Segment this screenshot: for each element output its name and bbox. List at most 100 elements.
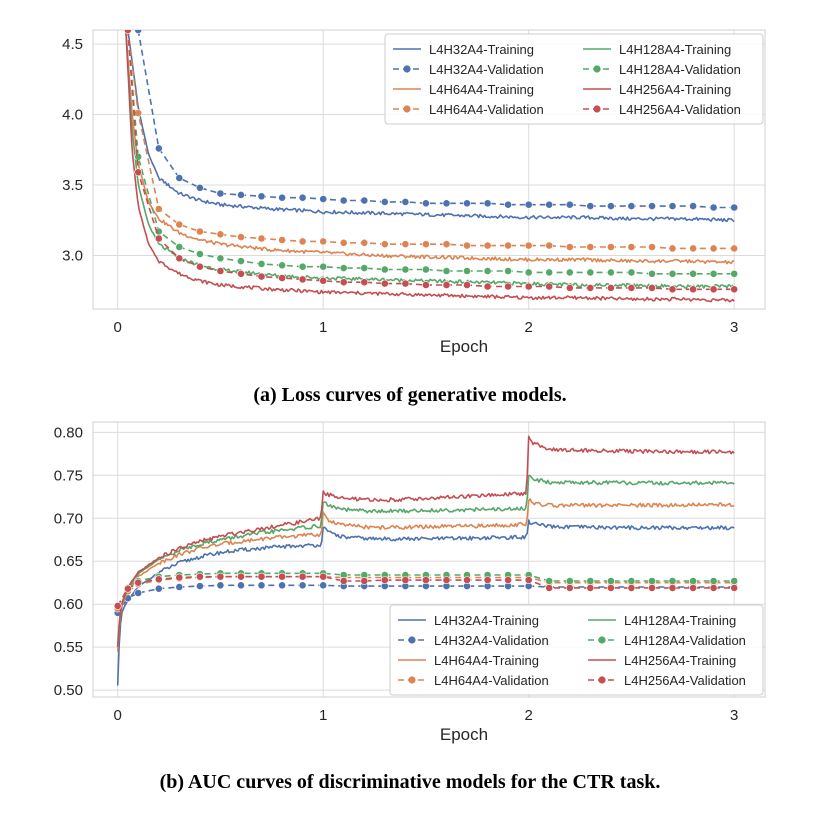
auc-x-tick-label: 3 xyxy=(730,707,738,724)
series-l4h128a4-validation-point xyxy=(442,267,451,275)
legend-l4h128a4-validation-marker xyxy=(593,65,601,73)
series-l4h256a4-validation-point xyxy=(134,578,143,587)
series-l4h64a4-validation-point xyxy=(195,227,204,236)
series-l4h32a4-validation-point xyxy=(319,581,328,590)
series-l4h64a4-validation-point xyxy=(257,234,266,243)
series-l4h64a4-validation-point xyxy=(709,244,718,253)
series-l4h256a4-validation-point xyxy=(524,576,533,584)
auc-series-group xyxy=(113,435,739,686)
series-l4h32a4-validation-point xyxy=(257,581,266,590)
series-l4h256a4-validation-point xyxy=(463,281,471,289)
series-l4h256a4-validation-point xyxy=(463,576,471,584)
series-l4h128a4-validation-point xyxy=(319,262,328,271)
series-l4h256a4-validation-point xyxy=(442,281,451,289)
series-l4h64a4-validation-point xyxy=(545,241,554,250)
loss-y-tick-label: 4.0 xyxy=(62,107,83,124)
series-l4h32a4-validation-point xyxy=(360,196,369,205)
series-l4h256a4-validation-point xyxy=(565,283,574,292)
series-l4h32a4-validation-point xyxy=(195,183,204,192)
legend-l4h256a4-training-label: L4H256A4-Training xyxy=(619,82,731,97)
series-l4h64a4-validation-point xyxy=(134,109,143,117)
series-l4h128a4-validation-point xyxy=(648,269,656,278)
series-l4h128a4-validation-point xyxy=(586,268,595,277)
series-l4h256a4-validation-point xyxy=(483,576,492,584)
series-l4h64a4-validation-point xyxy=(648,243,656,251)
legend-l4h32a4-training-label: L4H32A4-Training xyxy=(429,42,534,57)
auc-y-tick-label: 0.50 xyxy=(54,682,83,699)
series-l4h256a4-validation-point xyxy=(627,283,636,292)
series-l4h128a4-validation-point xyxy=(689,269,697,278)
series-l4h32a4-validation-point xyxy=(216,189,225,198)
series-l4h256a4-validation-point xyxy=(339,577,348,585)
series-l4h32a4-validation-point xyxy=(709,203,718,212)
loss-x-tick-label: 3 xyxy=(730,319,738,336)
series-l4h128a4-validation-point xyxy=(401,265,410,274)
loss-series-group xyxy=(124,30,739,303)
series-l4h32a4-validation-point xyxy=(380,197,389,206)
legend-l4h32a4-training-label: L4H32A4-Training xyxy=(434,613,539,628)
series-l4h128a4-validation-point xyxy=(565,268,574,277)
series-l4h256a4-training-line xyxy=(125,30,735,303)
series-l4h32a4-validation-point xyxy=(545,200,554,209)
series-l4h256a4-validation-point xyxy=(401,576,410,584)
series-l4h64a4-validation-point xyxy=(237,233,245,241)
series-l4h256a4-validation-point xyxy=(648,584,656,592)
series-l4h128a4-training-line xyxy=(116,474,735,648)
loss-x-tick-label: 1 xyxy=(319,319,327,336)
auc-y-tick-label: 0.55 xyxy=(54,639,83,656)
series-l4h256a4-training-line xyxy=(116,435,735,647)
series-l4h64a4-validation-point xyxy=(401,240,410,249)
series-l4h32a4-validation-point xyxy=(319,195,328,203)
series-l4h256a4-validation-point xyxy=(442,576,451,584)
legend-l4h256a4-validation-label: L4H256A4-Validation xyxy=(619,102,741,117)
series-l4h256a4-validation-point xyxy=(237,572,245,581)
series-l4h32a4-validation-point xyxy=(278,193,286,202)
series-l4h256a4-validation-point xyxy=(360,577,369,585)
legend-l4h256a4-validation-marker xyxy=(593,105,601,113)
series-l4h32a4-validation-point xyxy=(237,190,245,199)
series-l4h128a4-validation-point xyxy=(668,577,677,585)
series-l4h32a4-validation-point xyxy=(483,199,492,208)
series-l4h256a4-validation-point xyxy=(216,267,225,275)
series-l4h128a4-validation-point xyxy=(421,265,430,274)
legend-l4h128a4-validation-label: L4H128A4-Validation xyxy=(619,62,741,77)
series-l4h256a4-validation-point xyxy=(401,279,410,288)
series-l4h128a4-validation-point xyxy=(730,269,739,278)
series-l4h64a4-validation-point xyxy=(380,240,389,249)
legend-l4h256a4-training-label: L4H256A4-Training xyxy=(624,653,736,668)
series-l4h256a4-validation-point xyxy=(380,576,389,584)
series-l4h256a4-validation-point xyxy=(689,285,697,294)
auc-legend-box xyxy=(389,604,764,696)
series-l4h32a4-validation-point xyxy=(648,202,656,210)
series-l4h128a4-validation-point xyxy=(586,577,595,585)
series-l4h64a4-validation-point xyxy=(504,241,512,250)
auc-y-tick-label: 0.70 xyxy=(54,510,83,527)
series-l4h64a4-training-line xyxy=(116,498,735,652)
series-l4h256a4-validation-point xyxy=(360,278,369,287)
legend-l4h32a4-validation-marker xyxy=(408,636,416,644)
legend-l4h128a4-validation-marker xyxy=(598,636,606,644)
series-l4h64a4-validation-point xyxy=(319,237,328,246)
loss-plot-frame xyxy=(92,29,766,310)
series-l4h32a4-validation-point xyxy=(134,30,143,34)
series-l4h64a4-validation-point xyxy=(524,241,533,250)
auc-x-tick-label: 0 xyxy=(113,707,121,724)
series-l4h128a4-validation-point xyxy=(648,577,656,585)
series-l4h256a4-validation-point xyxy=(278,572,286,581)
series-l4h256a4-validation-point xyxy=(298,275,307,284)
series-l4h128a4-validation-point xyxy=(524,268,533,277)
series-l4h256a4-validation-point xyxy=(339,278,348,287)
series-l4h32a4-validation-point xyxy=(298,193,307,202)
auc-plot-frame xyxy=(92,421,766,698)
series-l4h64a4-validation-point xyxy=(421,240,430,249)
series-l4h32a4-training-line xyxy=(116,519,735,686)
legend-l4h64a4-validation-label: L4H64A4-Validation xyxy=(434,673,549,688)
series-l4h64a4-training-line xyxy=(125,30,735,265)
series-l4h128a4-validation-point xyxy=(627,577,636,585)
series-l4h256a4-validation-point xyxy=(298,572,307,581)
series-l4h256a4-validation-point xyxy=(524,282,533,291)
auc-y-tick-label: 0.65 xyxy=(54,553,83,570)
series-l4h64a4-validation-point xyxy=(483,241,492,250)
series-l4h32a4-validation-point xyxy=(154,144,163,153)
series-l4h32a4-validation-point xyxy=(154,584,163,593)
